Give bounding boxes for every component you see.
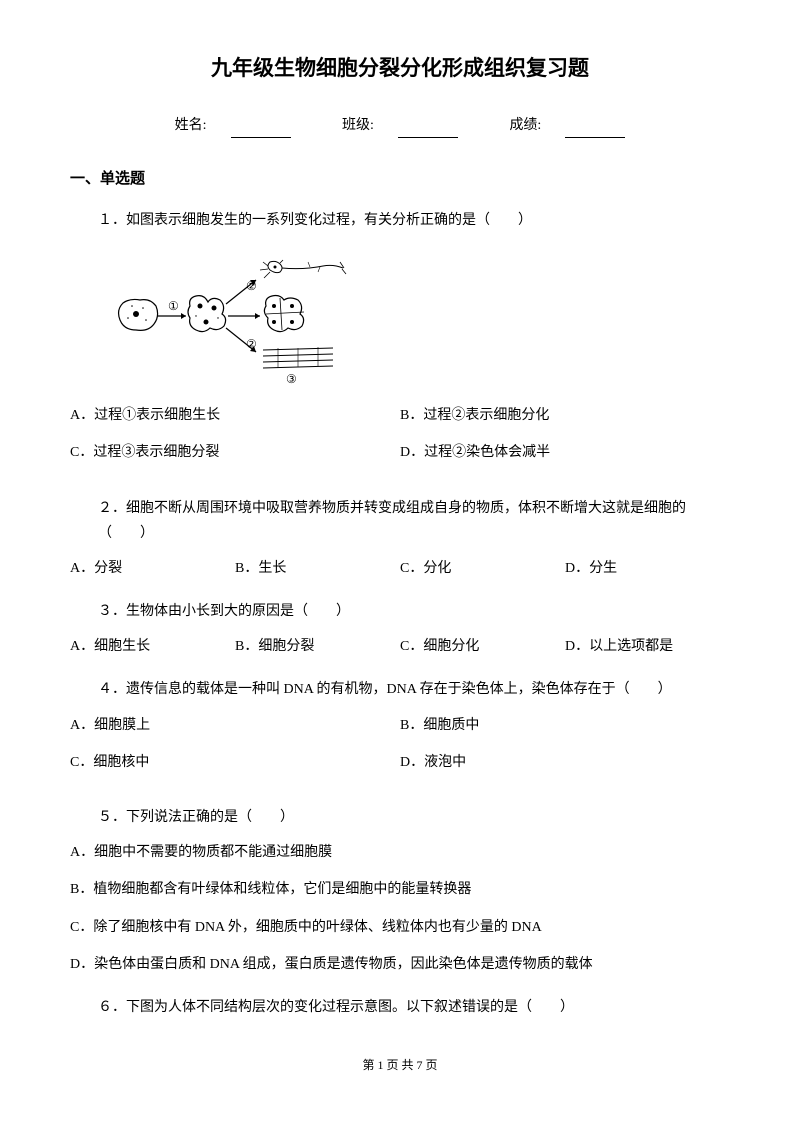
q4-option-c: C．细胞核中: [70, 750, 400, 775]
q2-option-b: B．生长: [235, 556, 400, 581]
q2-option-c: C．分化: [400, 556, 565, 581]
name-blank: [231, 122, 291, 138]
q3-option-b: B．细胞分裂: [235, 634, 400, 659]
q5-option-d: D．染色体由蛋白质和 DNA 组成，蛋白质是遗传物质，因此染色体是遗传物质的载体: [70, 952, 730, 977]
question-5-options: A．细胞中不需要的物质都不能通过细胞膜 B．植物细胞都含有叶绿体和线粒体，它们是…: [70, 840, 730, 977]
student-info-line: 姓名: 班级: 成绩:: [70, 113, 730, 138]
question-2-options: A．分裂 B．生长 C．分化 D．分生: [70, 556, 730, 581]
question-6-text: ６．下图为人体不同结构层次的变化过程示意图。以下叙述错误的是（ ）: [98, 995, 730, 1020]
question-1-text: １．如图表示细胞发生的一系列变化过程，有关分析正确的是（ ）: [98, 208, 730, 233]
q4-option-b: B．细胞质中: [400, 713, 730, 738]
q4-option-d: D．液泡中: [400, 750, 730, 775]
question-5-text: ５．下列说法正确的是（ ）: [98, 805, 730, 830]
q1-option-a: A．过程①表示细胞生长: [70, 403, 400, 428]
q3-option-c: C．细胞分化: [400, 634, 565, 659]
svg-text:②: ②: [246, 337, 257, 351]
question-2-text: ２．细胞不断从周围环境中吸取营养物质并转变成组成自身的物质，体积不断增大这就是细…: [98, 496, 730, 546]
svg-text:②: ②: [246, 279, 257, 293]
q3-option-a: A．细胞生长: [70, 634, 235, 659]
page-title: 九年级生物细胞分裂分化形成组织复习题: [70, 50, 730, 88]
class-label: 班级:: [330, 118, 470, 133]
question-1: １．如图表示细胞发生的一系列变化过程，有关分析正确的是（ ） ①: [70, 208, 730, 478]
q1-option-d: D．过程②染色体会减半: [400, 440, 730, 465]
q5-option-b: B．植物细胞都含有叶绿体和线粒体，它们是细胞中的能量转换器: [70, 877, 730, 902]
question-4: ４．遗传信息的载体是一种叫 DNA 的有机物，DNA 存在于染色体上，染色体存在…: [70, 677, 730, 787]
page-footer: 第 1 页 共 7 页: [70, 1055, 730, 1077]
q2-option-d: D．分生: [565, 556, 730, 581]
q4-option-a: A．细胞膜上: [70, 713, 400, 738]
question-4-options: A．细胞膜上 B．细胞质中 C．细胞核中 D．液泡中: [70, 713, 730, 787]
q1-option-b: B．过程②表示细胞分化: [400, 403, 730, 428]
score-label: 成绩:: [497, 118, 637, 133]
question-2: ２．细胞不断从周围环境中吸取营养物质并转变成组成自身的物质，体积不断增大这就是细…: [70, 496, 730, 582]
svg-text:①: ①: [168, 299, 179, 313]
name-label: 姓名:: [163, 118, 303, 133]
q5-option-c: C．除了细胞核中有 DNA 外，细胞质中的叶绿体、线粒体内也有少量的 DNA: [70, 915, 730, 940]
cell-diagram: ① ②: [108, 248, 730, 388]
q2-option-a: A．分裂: [70, 556, 235, 581]
question-4-text: ４．遗传信息的载体是一种叫 DNA 的有机物，DNA 存在于染色体上，染色体存在…: [98, 677, 730, 702]
q5-option-a: A．细胞中不需要的物质都不能通过细胞膜: [70, 840, 730, 865]
question-3-text: ３．生物体由小长到大的原因是（ ）: [98, 599, 730, 624]
question-6: ６．下图为人体不同结构层次的变化过程示意图。以下叙述错误的是（ ）: [70, 995, 730, 1020]
question-3: ３．生物体由小长到大的原因是（ ） A．细胞生长 B．细胞分裂 C．细胞分化 D…: [70, 599, 730, 659]
section-header: 一、单选题: [70, 166, 730, 193]
q3-option-d: D．以上选项都是: [565, 634, 730, 659]
question-5: ５．下列说法正确的是（ ） A．细胞中不需要的物质都不能通过细胞膜 B．植物细胞…: [70, 805, 730, 977]
q1-option-c: C．过程③表示细胞分裂: [70, 440, 400, 465]
question-1-options: A．过程①表示细胞生长 B．过程②表示细胞分化 C．过程③表示细胞分裂 D．过程…: [70, 403, 730, 477]
class-blank: [398, 122, 458, 138]
question-3-options: A．细胞生长 B．细胞分裂 C．细胞分化 D．以上选项都是: [70, 634, 730, 659]
score-blank: [565, 122, 625, 138]
svg-text:③: ③: [286, 372, 297, 386]
